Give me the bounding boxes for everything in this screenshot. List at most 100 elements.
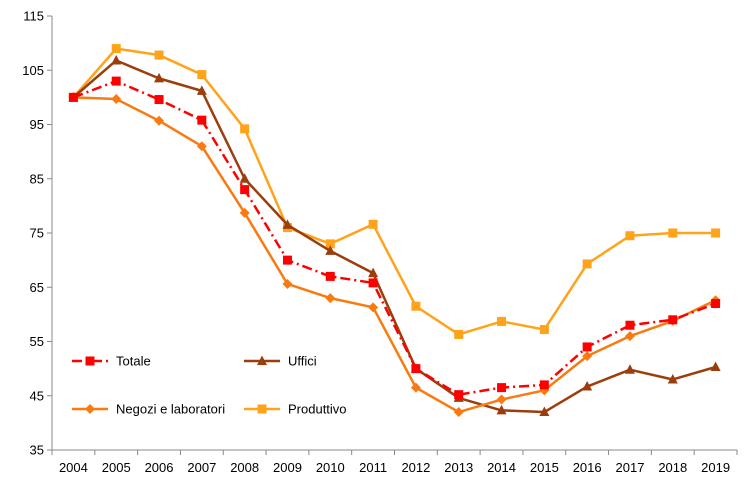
series-produttivo: [68, 44, 721, 339]
data-point-produttivo: [154, 50, 164, 60]
data-point-produttivo: [668, 228, 678, 238]
data-point-uffici: [368, 267, 379, 278]
legend-marker: [85, 356, 95, 366]
data-point-uffici: [196, 85, 207, 95]
data-point-uffici: [710, 361, 721, 371]
legend-label: Produttivo: [288, 402, 347, 417]
data-point-totale: [111, 76, 121, 86]
data-point-totale: [454, 390, 464, 400]
y-tick-label: 95: [30, 117, 44, 132]
series-line-produttivo: [72, 47, 716, 336]
data-point-totale: [240, 185, 250, 195]
data-point-produttivo: [111, 44, 121, 54]
x-tick-label: 2012: [401, 460, 430, 475]
data-point-produttivo: [497, 316, 507, 326]
data-point-totale: [68, 92, 78, 102]
data-point-negozi-e-laboratori: [496, 394, 507, 405]
data-point-negozi-e-laboratori: [582, 351, 593, 362]
data-point-totale: [154, 95, 164, 105]
y-tick-label: 45: [30, 388, 44, 403]
data-point-uffici: [539, 406, 550, 417]
data-point-negozi-e-laboratori: [154, 115, 165, 126]
y-tick-label: 75: [30, 226, 44, 241]
x-tick-label: 2004: [59, 460, 88, 475]
data-point-totale: [582, 342, 592, 352]
legend-label: Totale: [116, 354, 151, 369]
legend: Totale Uffici Negozi e laboratori Produttiv…: [72, 354, 347, 417]
x-tick-label: 2009: [273, 460, 302, 475]
data-point-totale: [368, 278, 378, 288]
data-point-produttivo: [197, 70, 207, 80]
legend-label: Negozi e laboratori: [116, 402, 225, 417]
y-tick-label: 55: [30, 334, 44, 349]
y-tick-label: 115: [23, 9, 44, 24]
data-point-uffici: [496, 404, 507, 415]
data-point-uffici: [582, 381, 593, 391]
legend-marker: [257, 355, 267, 365]
y-tick-label: 85: [30, 171, 44, 186]
x-tick-label: 2005: [102, 460, 131, 475]
series-uffici: [68, 54, 721, 417]
data-point-produttivo: [539, 325, 549, 335]
legend-item-totale: Totale: [72, 354, 151, 369]
data-point-produttivo: [625, 231, 635, 241]
legend-label: Uffici: [288, 354, 317, 369]
series-negozi-e-laboratori: [68, 92, 721, 418]
series-line-negozi-e-laboratori: [73, 96, 717, 414]
legend-marker: [85, 404, 95, 414]
data-point-totale: [497, 383, 507, 393]
data-point-produttivo: [711, 228, 721, 238]
data-point-uffici: [624, 364, 635, 374]
legend-item-negozi-e-laboratori: Negozi e laboratori: [72, 402, 225, 417]
data-point-totale: [625, 320, 635, 330]
data-point-produttivo: [368, 219, 378, 229]
data-point-totale: [411, 364, 421, 374]
x-tick-label: 2018: [658, 460, 687, 475]
series-layer: [68, 44, 721, 418]
data-point-negozi-e-laboratori: [325, 293, 336, 304]
x-tick-label: 2008: [230, 460, 259, 475]
data-point-uffici: [239, 173, 250, 183]
x-tick-label: 2019: [701, 460, 730, 475]
data-point-uffici: [154, 72, 165, 83]
data-point-totale: [711, 299, 721, 309]
legend-marker: [257, 404, 267, 414]
data-point-negozi-e-laboratori: [624, 331, 635, 342]
data-point-produttivo: [411, 301, 421, 311]
data-point-totale: [539, 380, 549, 390]
axes: 35 45 55 65 75 85 95 105 115 2004 2005 2006 2007 2008…: [22, 9, 738, 475]
data-point-totale: [197, 115, 207, 125]
x-tick-label: 2015: [530, 460, 559, 475]
data-point-produttivo: [582, 259, 592, 269]
data-point-uffici: [282, 219, 293, 229]
data-point-negozi-e-laboratori: [196, 141, 207, 152]
data-point-negozi-e-laboratori: [453, 407, 464, 418]
x-tick-label: 2014: [487, 460, 516, 475]
data-point-negozi-e-laboratori: [368, 302, 379, 313]
data-point-negozi-e-laboratori: [410, 382, 421, 393]
x-tick-label: 2007: [187, 460, 216, 475]
x-tick-label: 2006: [145, 460, 174, 475]
series-totale: [68, 76, 721, 400]
data-point-negozi-e-laboratori: [282, 278, 293, 289]
legend-item-uffici: Uffici: [244, 354, 317, 369]
data-point-uffici: [667, 373, 678, 384]
y-tick-label: 65: [30, 280, 44, 295]
x-tick-label: 2013: [444, 460, 473, 475]
series-line-uffici: [72, 59, 716, 414]
series-line-totale: [72, 79, 717, 396]
data-point-produttivo: [325, 239, 335, 249]
data-point-produttivo: [454, 329, 464, 339]
y-tick-label: 35: [30, 443, 44, 458]
data-point-totale: [668, 315, 678, 325]
data-point-uffici: [111, 54, 122, 65]
data-point-totale: [282, 255, 292, 265]
legend-item-produttivo: Produttivo: [244, 402, 347, 417]
data-point-negozi-e-laboratori: [111, 94, 122, 105]
data-point-uffici: [325, 245, 336, 255]
x-tick-label: 2011: [359, 460, 387, 475]
y-tick-label: 105: [22, 63, 44, 78]
data-point-produttivo: [240, 124, 250, 134]
x-tick-label: 2017: [616, 460, 645, 475]
